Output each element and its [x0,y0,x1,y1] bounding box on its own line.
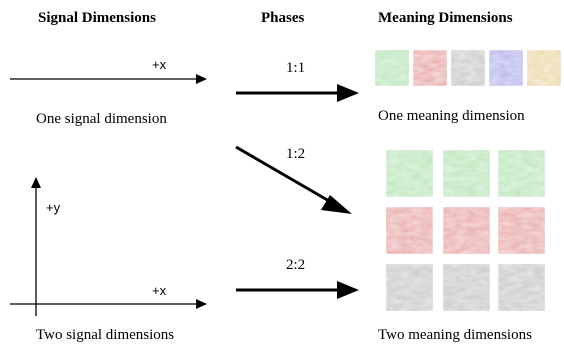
grid-swatch-gray [497,263,546,312]
phase-ratio-2-2: 2:2 [286,257,306,273]
two-signal-caption: Two signal dimensions [36,327,175,343]
meaning-swatch-gray [450,49,486,87]
meaning-swatch-blue [488,49,524,87]
meaning-swatch-red [412,49,448,87]
grid-swatch-green [497,149,546,198]
phase-arrow-1-2 [235,145,352,214]
one-signal-caption: One signal dimension [36,111,167,127]
meaning-dimensions-header: Meaning Dimensions [378,10,513,26]
grid-swatch-red [385,206,434,255]
grid-swatch-green [385,149,434,198]
grid-swatch-red [442,206,491,255]
two-meaning-grid [385,149,546,312]
bottom-x-axis-label: +x [152,283,167,298]
grid-swatch-red [497,206,546,255]
two-signal-axes [10,177,207,316]
one-meaning-swatches [374,49,562,87]
signal-dimensions-header: Signal Dimensions [38,10,156,26]
phase-arrow-2-2 [236,281,359,299]
phase-ratio-1-2: 1:2 [286,146,306,162]
grid-swatch-green [442,149,491,198]
y-axis-label: +y [46,200,61,215]
one-meaning-caption: One meaning dimension [378,108,525,124]
top-x-axis-label: +x [152,57,167,72]
phase-ratio-1-1: 1:1 [286,60,306,76]
one-signal-axis [10,74,207,84]
phase-arrow-1-1 [236,84,359,102]
grid-swatch-gray [385,263,434,312]
two-meaning-caption: Two meaning dimensions [378,327,532,343]
phases-header: Phases [261,10,305,26]
meaning-swatch-green [374,49,410,87]
meaning-swatch-yellow [526,49,562,87]
grid-swatch-gray [442,263,491,312]
